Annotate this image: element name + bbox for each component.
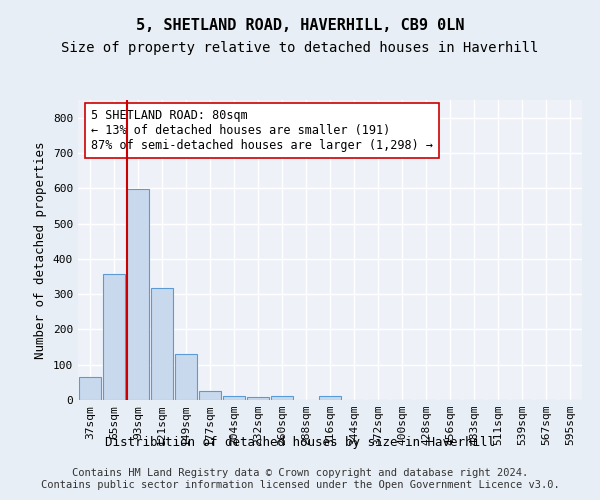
Bar (319, 396, 341, 400)
Y-axis label: Number of detached properties: Number of detached properties (34, 141, 47, 359)
Text: 5 SHETLAND ROAD: 80sqm
← 13% of detached houses are smaller (191)
87% of semi-de: 5 SHETLAND ROAD: 80sqm ← 13% of detached… (91, 109, 433, 152)
Bar (223, 396, 245, 400)
Bar (151, 288, 173, 400)
Text: Size of property relative to detached houses in Haverhill: Size of property relative to detached ho… (61, 41, 539, 55)
Bar (103, 274, 125, 400)
Text: 5, SHETLAND ROAD, HAVERHILL, CB9 0LN: 5, SHETLAND ROAD, HAVERHILL, CB9 0LN (136, 18, 464, 32)
Bar (127, 190, 149, 400)
Bar (79, 377, 101, 400)
Text: Distribution of detached houses by size in Haverhill: Distribution of detached houses by size … (105, 436, 495, 449)
Bar (199, 391, 221, 400)
Bar (271, 396, 293, 400)
Text: Contains HM Land Registry data © Crown copyright and database right 2024.
Contai: Contains HM Land Registry data © Crown c… (41, 468, 559, 490)
Bar (247, 397, 269, 400)
Bar (175, 354, 197, 400)
